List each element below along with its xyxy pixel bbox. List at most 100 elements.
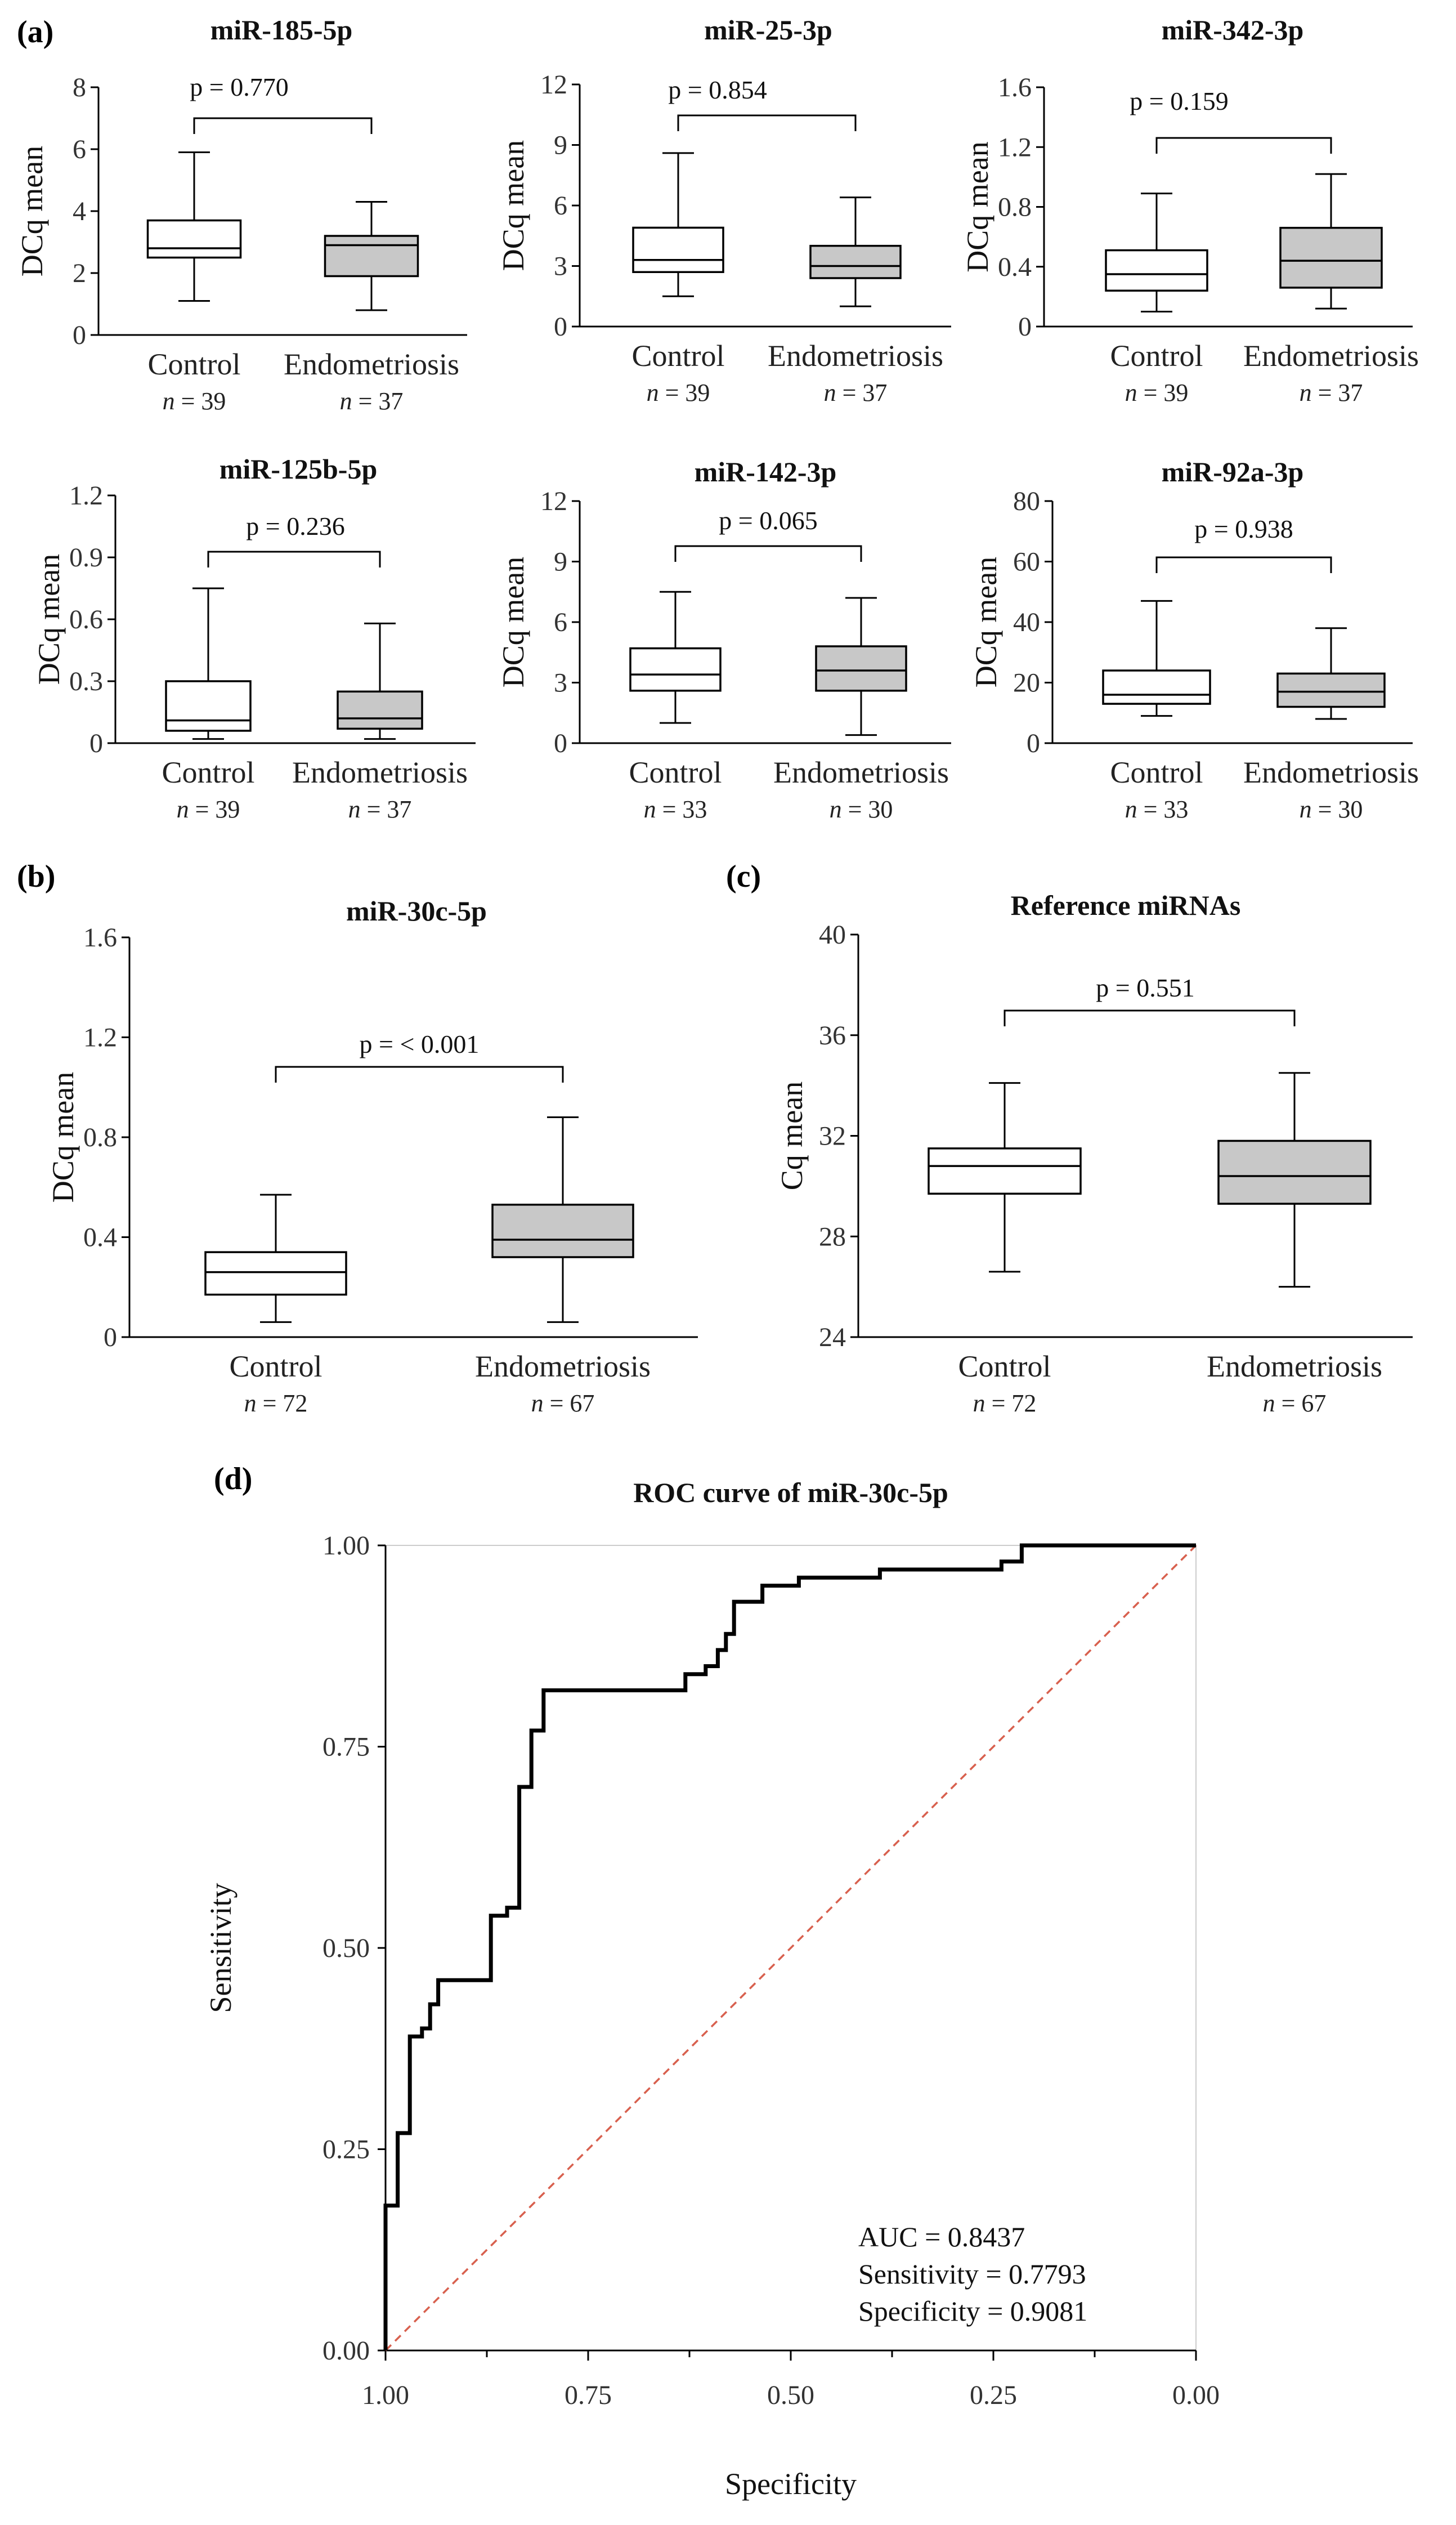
group-label: Endometriosis [773, 756, 949, 789]
boxplot-chart-2: miR-25-3p 0 3 6 9 12 DCq mean Control n = 39 Endo… [496, 14, 951, 406]
y-tick-label: 80 [1013, 486, 1040, 516]
group-label: Endometriosis [768, 339, 943, 373]
chart-title: miR-342-3p [1162, 14, 1304, 46]
p-value-label: p = 0.938 [1194, 515, 1293, 543]
group-n-value: = 72 [257, 1389, 308, 1417]
chart-title: miR-142-3p [695, 456, 837, 488]
group-n-symbol: n [1125, 379, 1137, 406]
y-tick-label: 1.2 [83, 1023, 117, 1053]
roc-stat-annotation: Specificity = 0.9081 [858, 2295, 1087, 2327]
y-tick-label: 12 [540, 70, 567, 100]
group-n-label: n = 37 [1300, 379, 1363, 406]
group-n-label: n = 39 [177, 796, 240, 823]
y-axis-label: DCq mean [15, 146, 49, 276]
group-n-value: = 39 [1137, 379, 1189, 406]
group-n-label: n = 72 [973, 1389, 1037, 1417]
y-tick-label: 0 [1027, 729, 1040, 758]
group-n-label: n = 67 [1263, 1389, 1327, 1417]
group-n-value: = 33 [656, 796, 707, 823]
box-endometriosis [809, 244, 902, 279]
charts-layer: miR-185-5p 0 2 4 6 8 DCq mean Control n = 39 Endo… [15, 14, 1419, 2501]
y-tick-label: 0.8 [998, 193, 1032, 222]
box-control [632, 226, 724, 273]
y-tick-label: 3 [554, 668, 567, 698]
group-n-label: n = 30 [830, 796, 893, 823]
p-value-label: p = 0.236 [246, 512, 344, 540]
group-n-value: = 39 [175, 387, 226, 415]
group-n-label: n = 39 [163, 387, 226, 415]
chart-title: miR-30c-5p [346, 895, 487, 927]
group-n-label: n = 39 [1125, 379, 1189, 406]
significance-bracket [207, 551, 381, 567]
y-tick-label: 4 [73, 196, 86, 226]
group-n-value: = 67 [1275, 1389, 1327, 1417]
y-axis-label: Cq mean [775, 1081, 809, 1190]
chart-title: Reference miRNAs [1011, 890, 1241, 921]
group-label: Control [1110, 756, 1203, 789]
boxplot-chart-3: miR-342-3p 0 0.4 0.8 1.2 1.6 DCq mean Control n … [961, 14, 1419, 406]
box-control [165, 680, 252, 732]
group-label: Control [229, 1349, 322, 1383]
y-tick-label: 28 [819, 1222, 846, 1252]
group-n-label: n = 33 [1125, 796, 1189, 823]
y-tick-label: 1.2 [998, 132, 1032, 162]
boxplot-chart-7: miR-30c-5p 0 0.4 0.8 1.2 1.6 DCq mean Control n … [46, 895, 698, 1417]
group-label: Control [629, 756, 722, 789]
significance-bracket [1155, 137, 1332, 154]
box-control [146, 219, 242, 259]
group-n-symbol: n [1300, 379, 1312, 406]
group-label: Endometriosis [475, 1349, 651, 1383]
roc-stat-annotation: Sensitivity = 0.7793 [858, 2258, 1086, 2290]
box-control [629, 647, 722, 692]
y-tick-label: 0.6 [69, 605, 103, 634]
group-n-value: = 37 [836, 379, 888, 406]
box-endometriosis [1279, 226, 1383, 289]
significance-bracket [275, 1066, 564, 1083]
group-n-value: = 37 [352, 387, 404, 415]
group-label: Endometriosis [284, 347, 459, 381]
y-tick-label: 0.75 [322, 1732, 370, 1762]
x-tick-label: 1.00 [362, 2380, 409, 2410]
y-tick-label: 0 [73, 320, 86, 350]
group-label: Endometriosis [292, 756, 468, 789]
group-n-value: = 30 [842, 796, 893, 823]
boxplot-chart-6: miR-92a-3p 0 20 40 60 80 DCq mean Control n = 33… [969, 456, 1419, 823]
box-endometriosis [815, 645, 907, 692]
chart-title: miR-25-3p [704, 14, 832, 46]
group-label: Endometriosis [1207, 1349, 1382, 1383]
y-tick-label: 6 [554, 607, 567, 637]
y-tick-label: 6 [554, 191, 567, 221]
y-tick-label: 2 [73, 258, 86, 288]
y-tick-label: 8 [73, 73, 86, 102]
group-n-value: = 67 [544, 1389, 595, 1417]
group-n-value: = 37 [1312, 379, 1363, 406]
group-n-label: n = 30 [1300, 796, 1363, 823]
y-tick-label: 0 [554, 312, 567, 342]
significance-bracket [674, 545, 862, 562]
y-axis-label: DCq mean [32, 554, 66, 685]
box-endometriosis [324, 235, 419, 278]
y-tick-label: 0.3 [69, 667, 103, 696]
y-axis-label: DCq mean [961, 141, 994, 272]
group-n-symbol: n [177, 796, 189, 823]
group-n-symbol: n [163, 387, 175, 415]
y-tick-label: 1.6 [83, 923, 117, 953]
group-n-symbol: n [348, 796, 361, 823]
group-n-label: n = 72 [244, 1389, 308, 1417]
box-control [1102, 669, 1211, 705]
group-label: Control [958, 1349, 1051, 1383]
chart-title: miR-185-5p [210, 14, 353, 46]
reference-diagonal-line [384, 1544, 1197, 2352]
panel-label-b: (b) [17, 859, 55, 894]
y-tick-label: 60 [1013, 547, 1040, 577]
y-tick-label: 6 [73, 135, 86, 164]
group-n-label: n = 39 [647, 379, 710, 406]
box-endometriosis [1217, 1139, 1372, 1205]
panel-label-a: (a) [17, 15, 53, 50]
x-tick-label: 0.25 [970, 2380, 1017, 2410]
y-tick-label: 40 [819, 920, 846, 950]
group-n-symbol: n [1263, 1389, 1275, 1417]
significance-bracket [677, 114, 857, 131]
y-tick-label: 32 [819, 1121, 846, 1151]
y-tick-label: 0 [104, 1322, 117, 1352]
